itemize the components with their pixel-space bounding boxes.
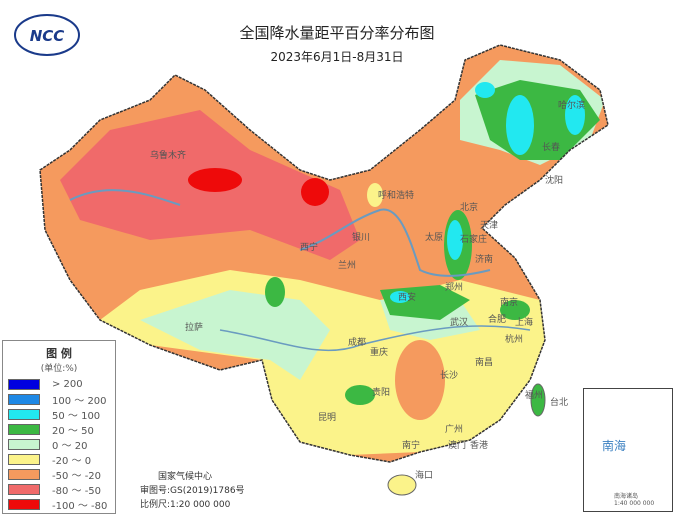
- legend-swatch: [8, 499, 40, 510]
- city-label: 呼和浩特: [378, 189, 414, 201]
- city-label: 郑州: [445, 281, 463, 293]
- legend: 图 例 (单位:%) > 200 100 ～ 200 50 ～ 100 20 ～ 50…: [2, 340, 116, 514]
- approval-number: 审图号:GS(2019)1786号: [140, 486, 245, 496]
- city-label: 银川: [352, 231, 370, 243]
- city-label: 香港: [470, 439, 488, 451]
- legend-item: -50 ～ -20: [8, 467, 115, 482]
- inset-caption: 南海诸岛: [614, 493, 639, 500]
- ncc-logo: NCC: [14, 14, 80, 56]
- legend-label: -80 ～ -50: [52, 486, 102, 497]
- city-label: 太原: [425, 231, 443, 243]
- yangtze-river: [219, 325, 531, 352]
- city-label: 合肥: [488, 313, 506, 325]
- hainan-region: [387, 474, 417, 496]
- svg-text:NCC: NCC: [30, 27, 65, 45]
- agency-label: 国家气候中心: [158, 472, 213, 482]
- legend-label: -50 ～ -20: [52, 471, 102, 482]
- city-label: 长沙: [440, 369, 458, 381]
- legend-label: 20 ～ 50: [52, 426, 94, 437]
- legend-swatch: [8, 409, 40, 420]
- legend-item: -80 ～ -50: [8, 482, 115, 497]
- legend-swatch: [8, 424, 40, 435]
- city-label: 重庆: [370, 346, 388, 358]
- city-label: 武汉: [450, 316, 468, 328]
- city-label: 北京: [460, 201, 478, 213]
- river: [69, 189, 181, 206]
- legend-item: 50 ～ 100: [8, 407, 115, 422]
- legend-title: 图 例: [46, 347, 72, 360]
- yellow-river: [299, 208, 491, 277]
- inset-scale: 1:40 000 000: [614, 500, 655, 507]
- city-label: 沈阳: [545, 174, 563, 186]
- city-label: 南宁: [402, 439, 420, 451]
- city-label: 成都: [348, 336, 366, 348]
- inset-title: 南海: [602, 439, 627, 453]
- city-label: 澳门: [448, 439, 466, 451]
- city-label: 南昌: [475, 356, 493, 368]
- taiwan-region: [530, 383, 546, 417]
- legend-label: > 200: [52, 379, 83, 390]
- legend-label: 50 ～ 100: [52, 411, 101, 422]
- city-label: 杭州: [505, 333, 523, 345]
- city-label: 西安: [398, 291, 416, 303]
- legend-label: 0 ～ 20: [52, 441, 88, 452]
- city-label: 兰州: [338, 259, 356, 271]
- legend-label: -100 ～ -80: [52, 501, 108, 512]
- map-date-range: 2023年6月1日-8月31日: [270, 50, 404, 64]
- legend-unit: (单位:%): [40, 364, 78, 374]
- legend-swatch: [8, 454, 40, 465]
- city-label: 昆明: [318, 412, 336, 423]
- city-label: 拉萨: [185, 321, 203, 333]
- scale-label: 比例尺:1:20 000 000: [140, 500, 231, 510]
- city-label: 济南: [475, 253, 493, 265]
- legend-label: -20 ～ 0: [52, 456, 92, 467]
- city-label: 福州: [525, 389, 543, 401]
- city-label: 台北: [550, 396, 568, 408]
- city-label: 石家庄: [460, 233, 487, 245]
- legend-swatch: [8, 439, 40, 450]
- city-label: 哈尔滨: [558, 99, 585, 111]
- city-label: 海口: [415, 469, 433, 481]
- city-label: 广州: [445, 423, 463, 435]
- legend-item: -20 ～ 0: [8, 452, 115, 467]
- city-label: 上海: [515, 316, 533, 328]
- credits: 国家气候中心 审图号:GS(2019)1786号 比例尺:1:20 000 00…: [140, 470, 245, 512]
- city-label: 乌鲁木齐: [150, 149, 186, 161]
- legend-item: 0 ～ 20: [8, 437, 115, 452]
- legend-item: > 200: [8, 377, 115, 392]
- legend-label: 100 ～ 200: [52, 396, 107, 407]
- legend-swatch: [8, 484, 40, 495]
- city-label: 贵阳: [372, 386, 390, 398]
- south-china-sea-inset: 南海 南海诸岛 1:40 000 000: [583, 388, 673, 512]
- legend-item: -100 ～ -80: [8, 497, 115, 512]
- legend-swatch: [8, 379, 40, 390]
- legend-item: 20 ～ 50: [8, 422, 115, 437]
- legend-swatch: [8, 394, 40, 405]
- city-label: 天津: [480, 220, 498, 231]
- legend-item: 100 ～ 200: [8, 392, 115, 407]
- legend-swatch: [8, 469, 40, 480]
- map-title: 全国降水量距平百分率分布图: [239, 24, 435, 42]
- city-label: 南京: [500, 296, 518, 308]
- city-label: 长春: [542, 141, 560, 153]
- city-label: 西宁: [300, 241, 318, 253]
